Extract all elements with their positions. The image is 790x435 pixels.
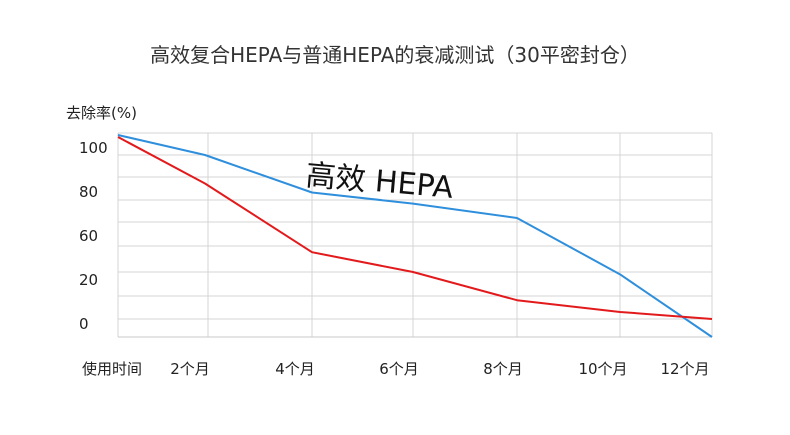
series-line-2 [117, 136, 713, 320]
x-axis-label: 使用时间 [82, 360, 142, 378]
annotation-high-efficiency-hepa: 高效 HEPA [304, 158, 455, 206]
x-tick-label: 12个月 [660, 360, 709, 378]
y-tick-label: 60 [79, 227, 98, 245]
grid [117, 132, 713, 338]
x-tick-label: 10个月 [578, 360, 627, 378]
y-ticks: 100 80 60 20 0 [79, 139, 108, 333]
y-axis-label: 去除率(%) [66, 104, 137, 122]
y-tick-label: 20 [79, 271, 98, 289]
x-tick-label: 4个月 [275, 360, 315, 378]
x-ticks: 使用时间 2个月 4个月 6个月 8个月 10个月 12个月 [82, 360, 710, 378]
y-tick-label: 0 [79, 315, 89, 333]
series-layer [117, 134, 713, 338]
series-line-1 [117, 134, 713, 338]
y-tick-label: 80 [79, 183, 98, 201]
y-tick-label: 100 [79, 139, 108, 157]
x-tick-label: 2个月 [170, 360, 210, 378]
x-tick-label: 6个月 [379, 360, 419, 378]
x-tick-label: 8个月 [483, 360, 523, 378]
chart-title: 高效复合HEPA与普通HEPA的衰减测试（30平密封仓） [150, 43, 640, 67]
